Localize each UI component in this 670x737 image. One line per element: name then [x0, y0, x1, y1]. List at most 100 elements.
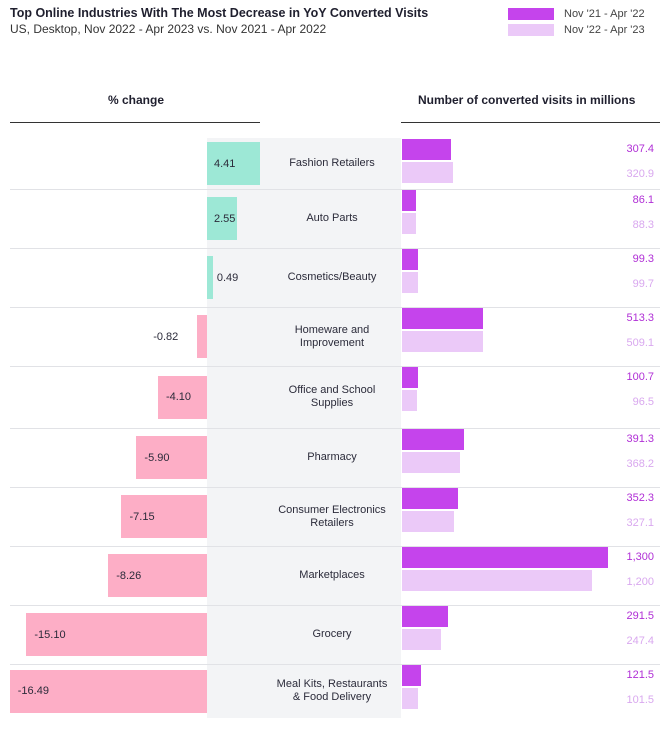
visits-bar-prior	[402, 665, 422, 686]
visits-label-prior: 352.3	[626, 492, 654, 504]
category-label-line: & Food Delivery	[292, 691, 372, 703]
pct-bar-negative	[121, 495, 207, 538]
visits-bar-prior	[402, 308, 484, 329]
pct-label: 2.55	[214, 212, 236, 225]
pct-bar-negative	[9, 669, 207, 713]
legend-swatch-current	[508, 24, 554, 36]
category-label: Fashion Retailers	[264, 157, 400, 170]
visits-label-prior: 99.3	[632, 253, 654, 265]
right-column-header: Number of converted visits in millions	[418, 93, 636, 107]
category-label: Meal Kits, Restaurants & Food Delivery	[264, 678, 400, 704]
visits-bar-prior	[402, 429, 464, 450]
visits-label-current: 509.1	[626, 337, 654, 349]
visits-bar-prior	[402, 249, 418, 270]
pct-bar-negative	[157, 375, 207, 419]
category-label-line: Supplies	[310, 397, 354, 409]
left-header-rule	[10, 122, 260, 123]
visits-label-current: 88.3	[632, 219, 654, 231]
legend-swatch-prior	[508, 8, 554, 20]
row-separator	[10, 366, 660, 367]
visits-label-current: 247.4	[626, 635, 654, 647]
visits-label-current: 368.2	[626, 458, 654, 470]
row-separator	[10, 189, 660, 190]
category-label: Homeware and Improvement	[264, 324, 400, 350]
category-label-line: Cosmetics/Beauty	[287, 271, 377, 283]
pct-bar-negative	[108, 554, 207, 597]
visits-bar-current	[402, 331, 483, 352]
pct-label: -16.49	[17, 685, 49, 697]
pct-bar-positive	[207, 256, 213, 299]
visits-bar-current	[402, 629, 442, 650]
pct-label: -8.26	[116, 569, 142, 582]
pct-label: -5.90	[144, 451, 170, 464]
pct-label: -7.15	[129, 510, 155, 523]
category-label-line: Fashion Retailers	[289, 157, 375, 169]
visits-bar-prior	[402, 488, 458, 509]
visits-bar-prior	[402, 139, 451, 160]
category-label-line: Marketplaces	[299, 569, 365, 581]
visits-bar-prior	[402, 606, 449, 627]
row-separator	[10, 248, 660, 249]
visits-bar-prior	[402, 190, 416, 211]
category-label: Cosmetics/Beauty	[264, 271, 400, 284]
pct-label: 0.49	[216, 271, 239, 284]
pct-bar-negative	[197, 315, 207, 358]
visits-label-current: 96.5	[632, 396, 654, 408]
visits-bar-current	[402, 688, 419, 709]
category-label-line: Retailers	[310, 516, 354, 529]
right-header-rule	[401, 122, 660, 123]
category-label-line: Pharmacy	[307, 451, 357, 463]
pct-label: -0.82	[153, 330, 179, 343]
visits-label-prior: 291.5	[626, 610, 654, 622]
visits-bar-prior	[402, 367, 418, 388]
visits-bar-current	[402, 511, 454, 532]
visits-label-prior: 391.3	[626, 433, 654, 445]
visits-label-prior: 100.7	[626, 371, 654, 383]
visits-label-prior: 307.4	[626, 143, 654, 155]
category-label: Office and School Supplies	[264, 384, 400, 410]
visits-label-prior: 1,300	[626, 551, 654, 563]
visits-label-prior: 121.5	[626, 669, 654, 681]
category-label: Marketplaces	[264, 569, 400, 582]
category-label-line: Consumer Electronics	[278, 503, 386, 516]
visits-bar-current	[402, 390, 418, 411]
visits-bar-current	[402, 452, 461, 473]
row-separator	[10, 487, 660, 488]
pct-label: 4.41	[214, 157, 236, 170]
row-separator	[10, 546, 660, 547]
category-label-line: Grocery	[312, 628, 352, 640]
visits-label-current: 327.1	[626, 517, 654, 529]
category-label: Pharmacy	[264, 451, 400, 464]
visits-bar-current	[402, 162, 453, 183]
chart-subtitle: US, Desktop, Nov 2022 - Apr 2023 vs. Nov…	[10, 22, 327, 36]
visits-bar-current	[402, 272, 418, 293]
visits-label-current: 99.7	[632, 278, 654, 290]
visits-bar-current	[402, 213, 416, 234]
chart-title: Top Online Industries With The Most Decr…	[10, 6, 429, 20]
legend-label-current: Nov '22 - Apr '23	[564, 24, 645, 36]
category-label-line: Office and School	[288, 384, 376, 396]
category-label: Consumer Electronics Retailers	[264, 504, 400, 530]
category-label-line: Auto Parts	[306, 212, 358, 224]
visits-label-current: 101.5	[626, 694, 654, 706]
visits-label-current: 1,200	[626, 576, 654, 588]
row-separator	[10, 307, 660, 308]
pct-bar-positive	[207, 142, 260, 185]
category-label-line: Homeware and	[294, 323, 370, 336]
pct-bar-positive	[207, 197, 238, 240]
visits-bar-prior	[402, 547, 608, 568]
pct-bar-negative	[26, 613, 207, 656]
row-separator	[10, 428, 660, 429]
category-label: Grocery	[264, 628, 400, 641]
category-label: Auto Parts	[264, 212, 400, 225]
category-label-line: Improvement	[299, 336, 365, 349]
pct-bar-negative	[136, 436, 207, 479]
visits-bar-current	[402, 570, 592, 591]
left-column-header: % change	[108, 93, 165, 107]
visits-label-current: 320.9	[626, 168, 654, 180]
category-label-line: Meal Kits, Restaurants	[276, 678, 388, 690]
pct-label: -4.10	[165, 391, 192, 403]
visits-label-prior: 86.1	[632, 194, 654, 206]
row-separator	[10, 664, 660, 665]
legend-label-prior: Nov '21 - Apr '22	[564, 8, 645, 20]
